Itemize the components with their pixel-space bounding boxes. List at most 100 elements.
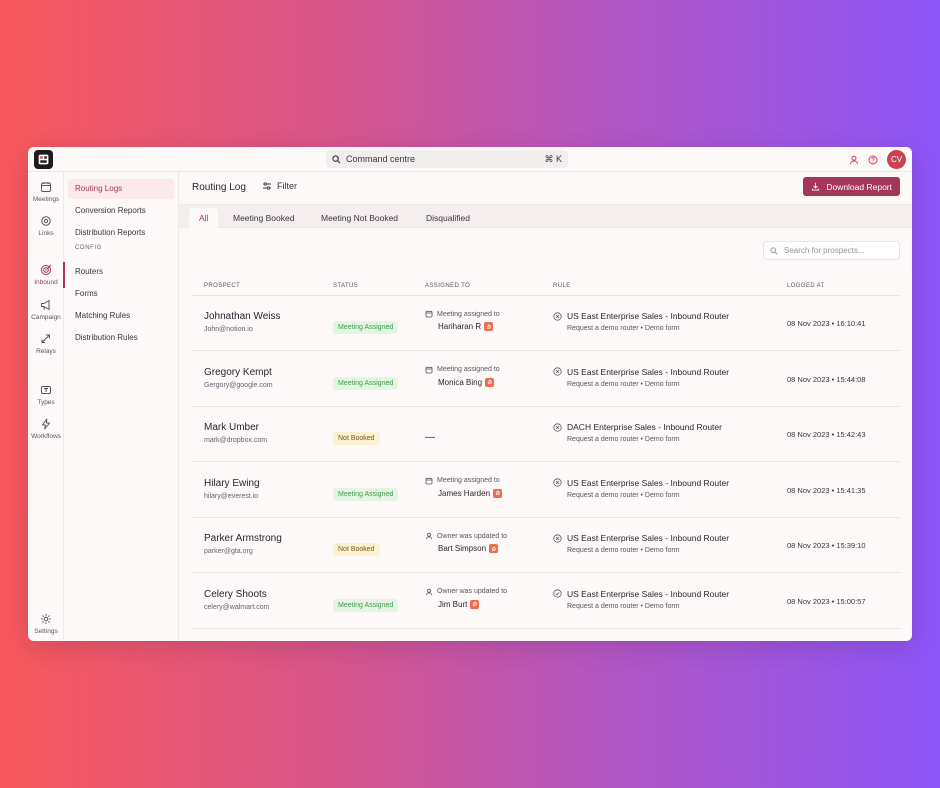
column-status[interactable]: STATUS [333, 283, 359, 289]
assignee-name[interactable]: James Harden [438, 488, 491, 498]
rail-item-links[interactable]: Links [28, 215, 64, 237]
logged-at: 08 Nov 2023 • 16:10:41 [787, 319, 866, 328]
user-icon [425, 532, 433, 540]
prospect-cell: Mark Umber mark@dropbox.com [204, 422, 267, 444]
rule-name[interactable]: US East Enterprise Sales - Inbound Route… [567, 311, 730, 321]
rule-subtitle: Request a demo router • Demo form [567, 547, 680, 554]
rule-name[interactable]: US East Enterprise Sales - Inbound Route… [567, 533, 730, 543]
calendar-icon [425, 310, 433, 318]
target-icon [41, 264, 52, 275]
rail-item-campaign[interactable]: Campaign [28, 299, 64, 321]
subnav-item-routers[interactable]: Routers [75, 267, 104, 276]
hubspot-icon [485, 377, 495, 387]
prospect-name[interactable]: Gregory Kempt [204, 366, 272, 378]
rule-name[interactable]: US East Enterprise Sales - Inbound Route… [567, 366, 730, 377]
router-icon [553, 311, 562, 321]
prospect-email: hilary@everest.io [204, 492, 259, 500]
calendar-icon [425, 366, 433, 374]
rail-label: Workflows [31, 433, 61, 440]
logged-at: 08 Nov 2023 • 15:41:35 [787, 485, 866, 495]
prospect-email: parker@gta.org [204, 548, 253, 555]
rule-cell: US East Enterprise Sales - Inbound Route… [553, 478, 729, 499]
page-title: Routing Log [192, 182, 246, 193]
assign-note: Owner was updated to [437, 588, 508, 595]
rule-name[interactable]: US East Enterprise Sales - Inbound Route… [567, 477, 730, 488]
assignee-name[interactable]: Bart Simpson [438, 544, 487, 553]
router-icon [553, 533, 562, 543]
tab-disqualified[interactable]: Disqualified [426, 213, 470, 223]
assignee-name[interactable]: Monica Bing [438, 377, 483, 387]
prospect-cell: Hilary Ewing hilary@everest.io [204, 478, 260, 500]
assign-note: Meeting assigned to [437, 310, 500, 318]
prospect-name[interactable]: Hilary Ewing [204, 477, 260, 489]
top-bar: Command centre ⌘ K CV [28, 147, 912, 172]
download-icon [812, 182, 820, 191]
tab-all[interactable]: All [189, 208, 219, 229]
command-centre[interactable]: Command centre ⌘ K [326, 150, 568, 168]
prospect-name[interactable]: Mark Umber [204, 422, 260, 433]
logo-icon [38, 154, 49, 165]
filter-button[interactable]: Filter [262, 181, 297, 191]
rule-cell: US East Enterprise Sales - Inbound Route… [553, 533, 729, 554]
rail-item-settings[interactable]: Settings [28, 613, 64, 635]
prospect-name[interactable]: Celery Shoots [204, 588, 267, 600]
tab-meeting-not-booked[interactable]: Meeting Not Booked [321, 213, 399, 223]
prospect-email: John@notion.io [204, 326, 253, 333]
rule-subtitle: Request a demo router • Demo form [567, 602, 680, 610]
command-shortcut: ⌘ K [544, 153, 562, 164]
rule-cell: DACH Enterprise Sales - Inbound Router Re… [553, 422, 722, 443]
assigned-cell: Meeting assigned to Monica Bing [425, 366, 500, 387]
rail-item-inbound[interactable]: Inbound [28, 262, 65, 288]
table-row[interactable]: Gregory Kempt Gergory@google.com Meeting A… [192, 352, 900, 407]
subnav-item-routing-logs[interactable]: Routing Logs [68, 179, 174, 199]
prospect-name[interactable]: Johnathan Weiss [204, 311, 281, 322]
help-icon[interactable] [868, 155, 878, 165]
table-row[interactable]: Hilary Ewing hilary@everest.io Meeting Ass… [192, 463, 900, 518]
avatar[interactable]: CV [887, 150, 906, 169]
download-report-button[interactable]: Download Report [803, 177, 900, 196]
rail-item-relays[interactable]: Relays [28, 333, 64, 355]
tab-meeting-booked[interactable]: Meeting Booked [233, 213, 295, 223]
prospect-cell: Parker Armstrong parker@gta.org [204, 533, 282, 555]
rule-name[interactable]: DACH Enterprise Sales - Inbound Router [567, 422, 722, 432]
subnav-item-conversion-reports[interactable]: Conversion Reports [75, 206, 146, 215]
search-input[interactable]: Search for prospects... [763, 241, 900, 260]
column-assigned-to[interactable]: ASSIGNED TO [425, 283, 471, 289]
subnav-item-matching-rules[interactable]: Matching Rules [75, 311, 131, 320]
column-logged-at[interactable]: LOGGED AT [787, 283, 825, 289]
column-rule[interactable]: RULE [553, 283, 571, 289]
status-cell: Meeting Assigned [333, 594, 399, 612]
status-badge: Meeting Assigned [333, 321, 399, 334]
prospect-name[interactable]: Parker Armstrong [204, 533, 282, 544]
table-row[interactable]: Johnathan Weiss John@notion.io Meeting Ass… [192, 296, 900, 351]
assignee-empty: — [425, 432, 435, 443]
subnav-item-forms[interactable]: Forms [75, 289, 98, 298]
app-logo[interactable] [34, 150, 53, 169]
column-prospect[interactable]: PROSPECT [204, 283, 241, 289]
logged-at: 08 Nov 2023 • 15:44:08 [787, 374, 866, 384]
table-row[interactable]: Parker Armstrong parker@gta.org Not Booked… [192, 518, 900, 573]
rail-label: Meetings [32, 196, 60, 203]
app-window: Command centre ⌘ K CV Meetings Links Inb… [28, 147, 912, 641]
rule-name[interactable]: US East Enterprise Sales - Inbound Route… [567, 588, 730, 599]
rail-label: Relays [36, 348, 56, 355]
status-badge: Meeting Assigned [333, 376, 399, 390]
status-cell: Meeting Assigned [333, 372, 399, 390]
assigned-cell: Owner was updated to Jim Burt [425, 588, 507, 609]
rule-subtitle: Request a demo router • Demo form [567, 380, 680, 388]
assignee-name[interactable]: Jim Burt [438, 599, 468, 609]
assignee-name[interactable]: Hariharan R [438, 322, 482, 331]
rail-item-types[interactable]: Types [28, 384, 64, 406]
filter-label: Filter [277, 181, 297, 191]
prospect-email: mark@dropbox.com [204, 437, 268, 444]
table-row[interactable]: Celery Shoots celery@walmart.com Meeting A… [192, 574, 900, 629]
subnav-item-distribution-rules[interactable]: Distribution Rules [75, 333, 138, 342]
user-icon[interactable] [849, 155, 859, 165]
rail-item-meetings[interactable]: Meetings [28, 181, 64, 203]
secondary-nav: Routing Logs Conversion Reports Distribu… [64, 172, 179, 641]
status-cell: Meeting Assigned [333, 483, 399, 501]
rail-item-workflows[interactable]: Workflows [28, 418, 64, 440]
table-row[interactable]: Mark Umber mark@dropbox.com Not Booked — DAC… [192, 407, 900, 462]
logged-at: 08 Nov 2023 • 15:00:57 [787, 596, 866, 606]
subnav-item-distribution-reports[interactable]: Distribution Reports [75, 228, 146, 237]
